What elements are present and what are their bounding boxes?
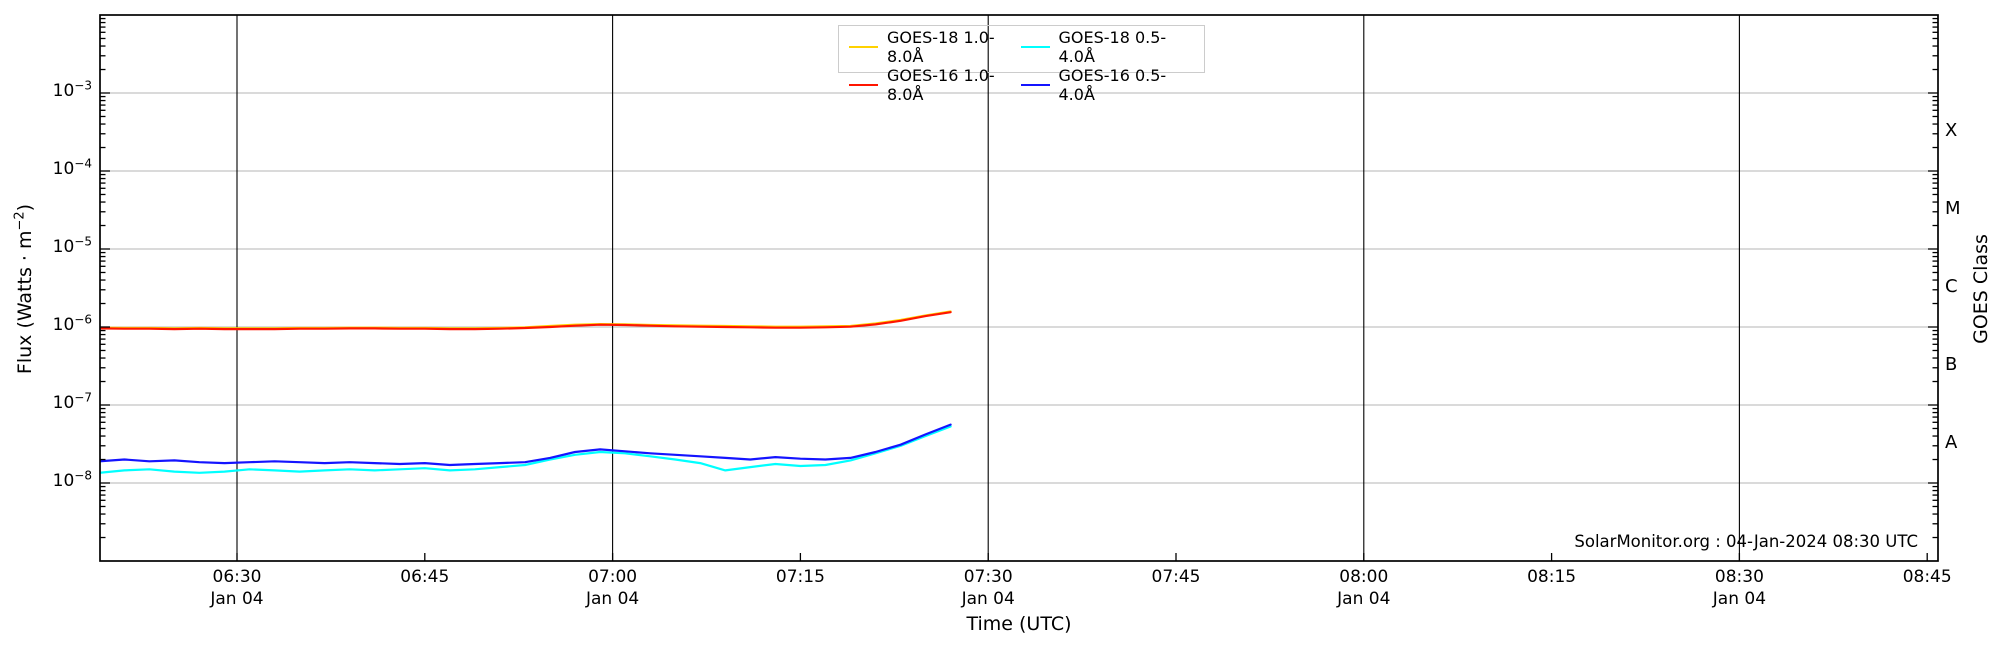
legend-label: GOES-18 1.0-8.0Å [887,28,995,66]
legend-swatch [1020,84,1050,86]
x-tick-label: 08:00 [1339,567,1389,587]
x-tick-date: Jan 04 [585,589,640,609]
x-tick-date: Jan 04 [1712,589,1767,609]
y-axis-label-suffix: ) [14,203,36,212]
goes-class-label: M [1945,198,1961,219]
y-tick-label: 10−5 [52,234,92,257]
goes-class-label: X [1945,120,1958,141]
legend: GOES-18 1.0-8.0Å GOES-16 1.0-8.0Å GOES-18 … [838,25,1205,104]
x-tick-label: 07:30 [963,567,1013,587]
legend-item: GOES-16 0.5-4.0Å [1020,66,1193,104]
series-line-goes-16-0-5-4-0- [100,423,952,467]
goes-class-label: B [1945,354,1958,375]
legend-label: GOES-16 1.0-8.0Å [887,66,995,104]
legend-swatch [1020,46,1050,48]
horizontal-gridlines [100,92,1938,484]
y-axis-label-exponent: −2 [12,211,28,231]
series-lines [100,310,952,474]
x-tick-label: 08:45 [1902,567,1952,587]
series-line-goes-18-0-5-4-0- [100,425,952,474]
x-tick-label: 06:30 [212,567,262,587]
x-tick-label: 07:15 [775,567,825,587]
x-tick-label: 06:45 [400,567,450,587]
y-axis-label: Flux (Watts · m−2) [12,89,40,489]
y-tick-label: 10−4 [52,156,92,179]
x-tick-date: Jan 04 [210,589,264,609]
legend-label: GOES-18 0.5-4.0Å [1058,28,1167,66]
legend-item: GOES-16 1.0-8.0Å [849,66,1021,104]
legend-swatch [849,46,878,48]
y-tick-label: 10−3 [52,78,92,101]
legend-item: GOES-18 1.0-8.0Å [849,28,1021,66]
legend-label: GOES-16 0.5-4.0Å [1058,66,1167,104]
x-tick-label: 08:30 [1714,567,1764,587]
series-line-goes-18-1-0-8-0- [100,310,952,330]
x-tick-label: 07:00 [588,567,638,587]
series-line-goes-16-1-0-8-0- [100,311,952,331]
watermark: SolarMonitor.org : 04-Jan-2024 08:30 UTC [1574,532,1918,551]
x-tick-label: 08:15 [1527,567,1577,587]
y-tick-label: 10−8 [52,468,92,491]
legend-swatch [849,84,878,86]
x-axis-label: Time (UTC) [966,613,1072,635]
x-tick-date: Jan 04 [961,589,1015,609]
y-tick-label: 10−7 [52,390,92,413]
vertical-gridlines [236,15,1740,561]
tick-marks [100,17,1938,561]
legend-item: GOES-18 0.5-4.0Å [1020,28,1193,66]
x-tick-label: 07:45 [1151,567,1201,587]
goes-class-label: C [1945,276,1958,297]
goes-class-label: A [1945,432,1958,453]
y-tick-label: 10−6 [52,312,92,335]
plot-border [99,14,1939,562]
x-tick-date: Jan 04 [1337,589,1391,609]
